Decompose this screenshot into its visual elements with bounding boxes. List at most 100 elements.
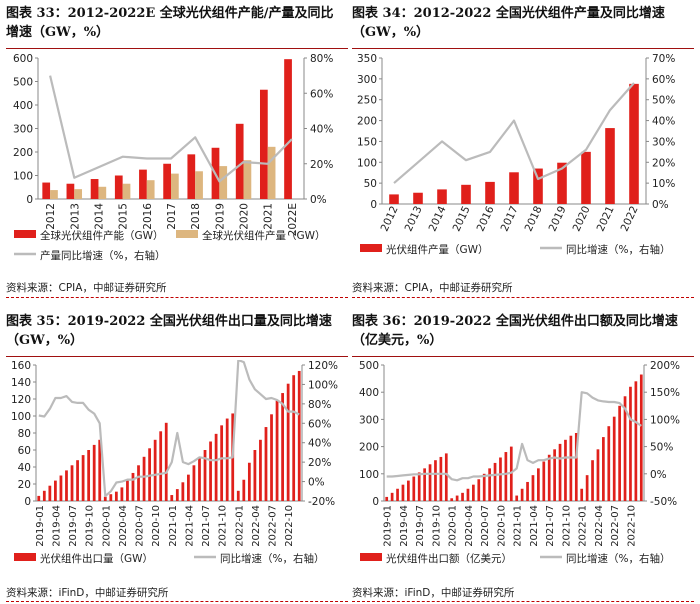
bar	[455, 495, 459, 501]
bar	[214, 433, 218, 501]
bar	[50, 190, 58, 199]
bar	[477, 479, 481, 501]
y2-tick-label: 200%	[650, 360, 680, 372]
bar	[412, 476, 416, 501]
bar	[242, 479, 246, 501]
x-tick-label: 2021	[263, 203, 275, 230]
bar	[439, 456, 443, 501]
bar	[48, 485, 52, 501]
bar	[629, 83, 639, 204]
bar	[493, 462, 497, 501]
chart-title-line1: 图表 35：2019-2022 全国光伏组件出口量及同比增速	[6, 314, 332, 329]
x-tick-label: 2022-04	[594, 505, 605, 547]
x-tick-label: 2021-04	[529, 505, 540, 547]
x-tick-label: 2016	[142, 203, 154, 230]
x-tick-label: 2012	[379, 204, 401, 233]
y-tick-label: 600	[13, 53, 33, 65]
bar	[235, 123, 244, 199]
bar	[42, 490, 46, 501]
bar	[236, 490, 240, 501]
bar	[74, 189, 83, 199]
bar	[428, 464, 432, 501]
y-tick-label: 100	[357, 157, 377, 169]
bar	[389, 194, 399, 204]
bar	[472, 484, 475, 501]
y2-tick-label: 80%	[310, 53, 333, 65]
bar	[417, 472, 421, 501]
x-tick-label: 2020-07	[135, 505, 146, 547]
bar	[139, 169, 147, 199]
bar	[59, 475, 63, 501]
source-divider	[6, 601, 348, 602]
x-tick-label: 2021-07	[545, 505, 556, 547]
bar	[580, 488, 584, 501]
y-tick-label: 300	[13, 124, 33, 136]
y-tick-label: 100	[11, 411, 31, 423]
bar	[591, 460, 594, 501]
x-tick-label: 2015	[451, 204, 473, 233]
y2-tick-label: 80%	[308, 399, 331, 411]
bar	[81, 455, 85, 501]
y2-tick-label: 50%	[652, 95, 675, 107]
bar	[92, 444, 96, 501]
x-tick-label: 2013	[69, 203, 81, 230]
y2-tick-label: 0%	[308, 477, 325, 489]
chart-title-line1: 图表 34：2012-2022 全国光伏组件产量及同比增速	[352, 6, 665, 21]
bar	[187, 474, 190, 501]
source-note-35: 资料来源：iFinD，中邮证券研究所	[6, 587, 169, 599]
y2-tick-label: 40%	[310, 124, 333, 136]
source-note-33: 资料来源：CPIA，中邮证券研究所	[6, 282, 167, 294]
bar	[396, 488, 399, 501]
x-tick-label: 2021-10	[218, 505, 229, 547]
y2-tick-label: -50%	[650, 496, 677, 508]
y-tick-label: 0	[370, 199, 377, 211]
bar	[159, 431, 163, 501]
legend-swatch-bar	[176, 230, 198, 238]
bar	[297, 370, 301, 501]
chart-title-36: 图表 36：2019-2022 全国光伏组件出口额及同比增速 （亿美元，%）	[352, 312, 694, 350]
bar	[401, 484, 405, 501]
y2-tick-label: 150%	[650, 387, 680, 399]
bar	[286, 383, 290, 501]
bar	[225, 418, 229, 501]
bar	[87, 450, 91, 501]
bar	[499, 457, 502, 501]
chart-title-34: 图表 34：2012-2022 全国光伏组件产量及同比增速 （GW，%）	[352, 4, 694, 42]
y-tick-label: 500	[359, 360, 379, 372]
bar	[247, 462, 251, 501]
x-tick-label: 2019-01	[383, 505, 394, 547]
y-tick-label: 150	[357, 136, 377, 148]
bar	[120, 487, 124, 501]
bar	[596, 449, 600, 501]
x-tick-label: 2020-01	[101, 505, 112, 547]
legend-label: 全球光伏组件产能（GW）	[40, 229, 164, 242]
x-tick-label: 2022-01	[578, 505, 589, 547]
chart-title-line2: （亿美元，%）	[352, 333, 443, 348]
bar	[114, 491, 118, 501]
bar	[607, 426, 611, 501]
bar	[98, 186, 107, 199]
bar	[65, 470, 68, 501]
x-tick-label: 2022	[619, 204, 641, 233]
x-tick-label: 2020-04	[464, 505, 475, 547]
bar	[537, 468, 540, 501]
x-tick-label: 2021-04	[184, 505, 195, 547]
growth-rate-line	[49, 75, 293, 183]
y-tick-label: 250	[357, 95, 377, 107]
bar	[504, 452, 508, 501]
legend-label: 光伏组件出口量（GW）	[40, 552, 153, 565]
x-tick-label: 2022-07	[610, 505, 621, 547]
bar	[259, 89, 268, 199]
x-tick-label: 2022E	[287, 203, 299, 236]
x-tick-label: 2019-10	[85, 505, 96, 547]
x-tick-label: 2021-10	[561, 505, 572, 547]
y-tick-label: 0	[24, 496, 31, 508]
growth-rate-line	[38, 360, 300, 498]
bar	[531, 475, 535, 501]
bar	[558, 443, 562, 501]
y2-tick-label: 0%	[650, 469, 667, 481]
y2-tick-label: 60%	[308, 418, 331, 430]
x-tick-label: 2017	[499, 204, 521, 233]
source-divider	[6, 297, 348, 298]
